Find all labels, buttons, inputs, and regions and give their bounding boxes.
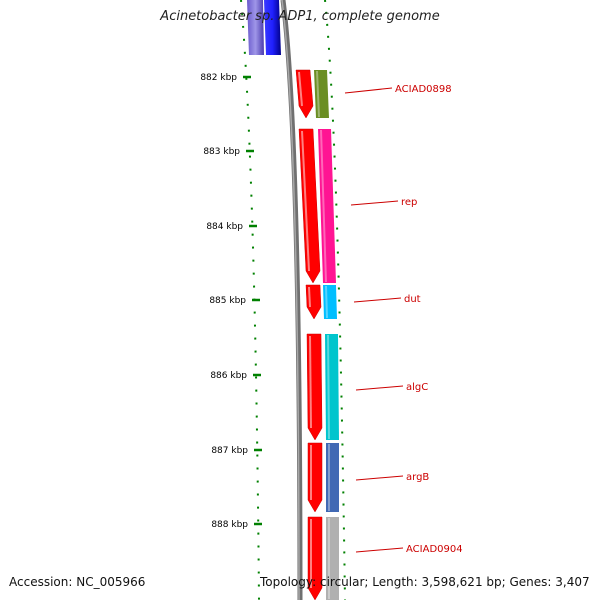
gene-highlight: [327, 334, 330, 440]
gene-leader-line: [353, 297, 402, 303]
gene-leader-line: [355, 385, 404, 391]
tick-label: 884 kbp: [206, 222, 243, 232]
gene-highlight: [325, 285, 328, 319]
tick-label: 885 kbp: [209, 296, 246, 306]
gene-leader-line: [355, 475, 404, 481]
gene-block-aciad0904: [326, 517, 339, 600]
gene-leader-line: [355, 547, 404, 553]
gene-label: ACIAD0898: [395, 84, 452, 95]
gene-leader-line: [350, 200, 399, 206]
gene-highlight: [320, 129, 327, 283]
gene-highlight: [316, 70, 320, 118]
tick-label: 882 kbp: [200, 73, 237, 83]
outer-ruler: [240, 0, 260, 600]
cds-highlight: [298, 71, 303, 107]
tick-label: 887 kbp: [211, 446, 248, 456]
gene-block-argb: [326, 443, 339, 512]
previous-feature-blue: [264, 0, 281, 55]
gene-label: ACIAD0904: [406, 544, 463, 555]
gene-block-rep: [318, 129, 336, 283]
tick-label: 886 kbp: [210, 371, 247, 381]
cds-highlight: [308, 286, 311, 308]
gene-block-aciad0898: [314, 70, 329, 118]
previous-feature-purple: [247, 0, 264, 55]
tick-label: 888 kbp: [211, 520, 248, 530]
gene-label: dut: [404, 294, 421, 305]
gene-label: argB: [406, 472, 429, 483]
gene-block-algc: [325, 334, 339, 440]
gene-label: rep: [401, 197, 417, 208]
accession-text: Accession: NC_005966: [9, 575, 146, 589]
gene-leader-line: [344, 87, 393, 94]
tick-label: 883 kbp: [203, 147, 240, 157]
genome-backbone: [280, 0, 303, 600]
genome-summary-text: Topology: circular; Length: 3,598,621 bp…: [260, 575, 590, 589]
cds-highlight: [301, 130, 310, 272]
genome-title: Acinetobacter sp. ADP1, complete genome: [160, 9, 440, 24]
gene-block-dut: [323, 285, 337, 319]
gene-label: algC: [406, 382, 428, 393]
cds-highlight: [309, 335, 312, 429]
